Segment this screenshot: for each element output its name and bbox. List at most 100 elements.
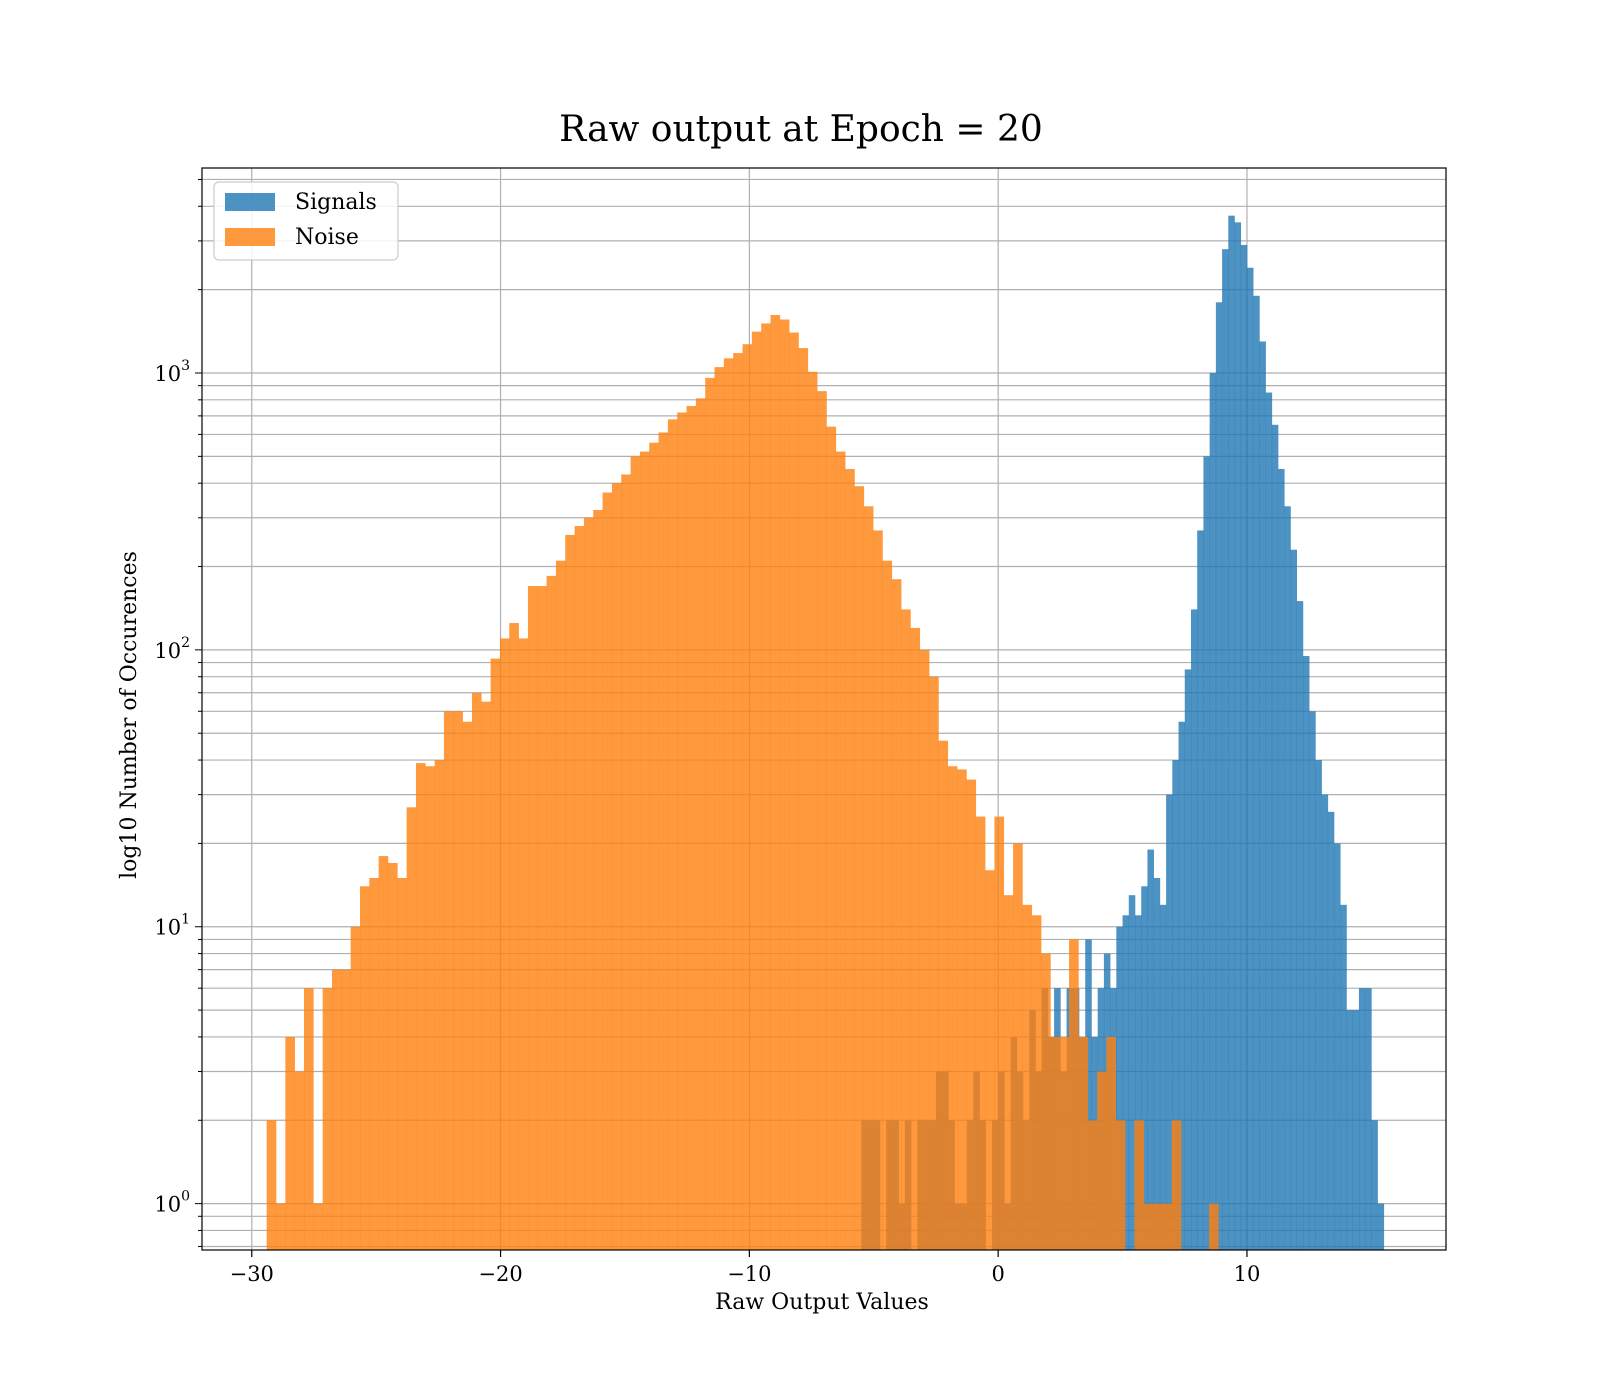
bar-noise-96 [1162,1203,1172,1250]
bar-noise-33 [574,526,585,1250]
bar-signals-59 [1228,215,1235,1251]
bar-noise-64 [863,506,874,1250]
bar-noise-80 [1013,843,1023,1250]
bar-noise-40 [639,451,650,1250]
legend-swatch-signals [225,193,275,211]
bar-signals-68 [1284,506,1291,1250]
bar-noise-78 [994,816,1005,1250]
bar-signals-46 [1147,849,1154,1250]
bar-noise-8 [341,969,351,1250]
bar-noise-47 [705,377,715,1251]
bar-signals-67 [1278,469,1285,1251]
bar-noise-88 [1087,1120,1098,1250]
bar-noise-54 [770,314,781,1250]
bar-noise-56 [789,332,799,1250]
bar-noise-85 [1059,1036,1070,1250]
bar-signals-66 [1271,424,1279,1250]
y-axis-label: log10 Number of Occurences [117,551,142,879]
bar-noise-94 [1143,1203,1154,1250]
bar-noise-42 [658,432,669,1251]
bar-signals-80 [1358,988,1366,1250]
bar-noise-71 [929,676,939,1250]
x-tick-label-3: 0 [991,1262,1004,1286]
bar-noise-49 [723,358,734,1251]
bar-noise-79 [1003,895,1014,1250]
bar-noise-15 [406,807,417,1250]
bar-noise-68 [901,609,911,1250]
bar-noise-11 [369,877,379,1250]
bar-noise-76 [975,816,986,1250]
bar-noise-51 [742,344,753,1250]
bar-noise-58 [807,371,818,1250]
bar-noise-14 [397,877,407,1250]
bar-signals-64 [1259,341,1266,1251]
bar-noise-26 [509,623,519,1250]
y-tick-label-1: 101 [154,912,190,940]
bar-noise-72 [938,740,949,1250]
bar-noise-9 [350,926,361,1250]
bar-noise-4 [304,988,314,1250]
bar-signals-71 [1302,656,1310,1250]
bar-noise-34 [583,517,594,1250]
bar-noise-61 [835,451,846,1250]
bar-noise-19 [443,711,454,1250]
bar-signals-82 [1371,1120,1378,1250]
bar-noise-83 [1041,953,1051,1250]
bar-noise-30 [546,575,557,1250]
bar-noise-63 [854,486,865,1251]
bar-noise-45 [686,405,697,1251]
bar-noise-90 [1106,1036,1117,1250]
bar-signals-43 [1128,895,1136,1250]
bar-noise-38 [621,474,631,1251]
bar-noise-81 [1022,904,1033,1250]
bar-noise-29 [537,586,547,1250]
bar-noise-0 [266,1120,277,1250]
bar-noise-52 [751,331,762,1251]
bar-noise-82 [1031,915,1042,1250]
bar-noise-86 [1069,939,1079,1250]
bar-noise-12 [378,856,389,1250]
bar-noise-48 [714,367,725,1250]
bar-signals-63 [1253,295,1260,1250]
bar-noise-20 [453,711,463,1250]
bar-noise-39 [630,456,641,1250]
y-axis-ticks: 100 101 102 103 [154,178,202,1248]
bar-noise-37 [611,483,622,1250]
bar-signals-49 [1166,794,1173,1250]
bar-noise-27 [518,638,529,1250]
y-tick-label-2: 102 [154,635,190,663]
x-axis-ticks: −30 −20 −10 0 10 [230,1250,1260,1286]
bar-noise-53 [761,323,771,1250]
bar-noise-41 [649,442,659,1250]
legend-label-noise: Noise [295,225,359,250]
bar-noise-2 [285,1036,295,1250]
bar-signals-62 [1246,267,1254,1250]
bar-signals-53 [1190,609,1198,1250]
bar-signals-42 [1122,915,1130,1250]
bar-signals-57 [1215,302,1223,1251]
bar-signals-77 [1340,904,1347,1250]
bar-noise-25 [499,638,510,1250]
bar-noise-84 [1050,1036,1061,1250]
x-tick-label-2: −10 [727,1262,771,1286]
bar-noise-3 [294,1071,305,1250]
bar-signals-36 [1085,939,1092,1250]
bar-signals-61 [1240,244,1248,1250]
bar-noise-31 [555,560,566,1250]
bar-noise-7 [331,969,342,1250]
bar-noise-60 [826,426,837,1251]
x-tick-label-0: −30 [230,1262,274,1286]
plot-frame [201,167,1447,1251]
bar-signals-72 [1309,711,1316,1250]
bar-signals-74 [1321,794,1329,1250]
bar-noise-46 [695,398,706,1251]
bar-noise-73 [947,766,958,1250]
bar-noise-62 [845,469,855,1251]
bar-noise-43 [667,419,678,1251]
bar-noise-70 [919,649,930,1250]
bar-noise-21 [462,721,473,1250]
y-tick-label-0: 100 [154,1189,190,1217]
bar-signals-70 [1296,601,1304,1250]
bar-noise-32 [565,534,575,1250]
bar-signals-58 [1222,249,1229,1250]
